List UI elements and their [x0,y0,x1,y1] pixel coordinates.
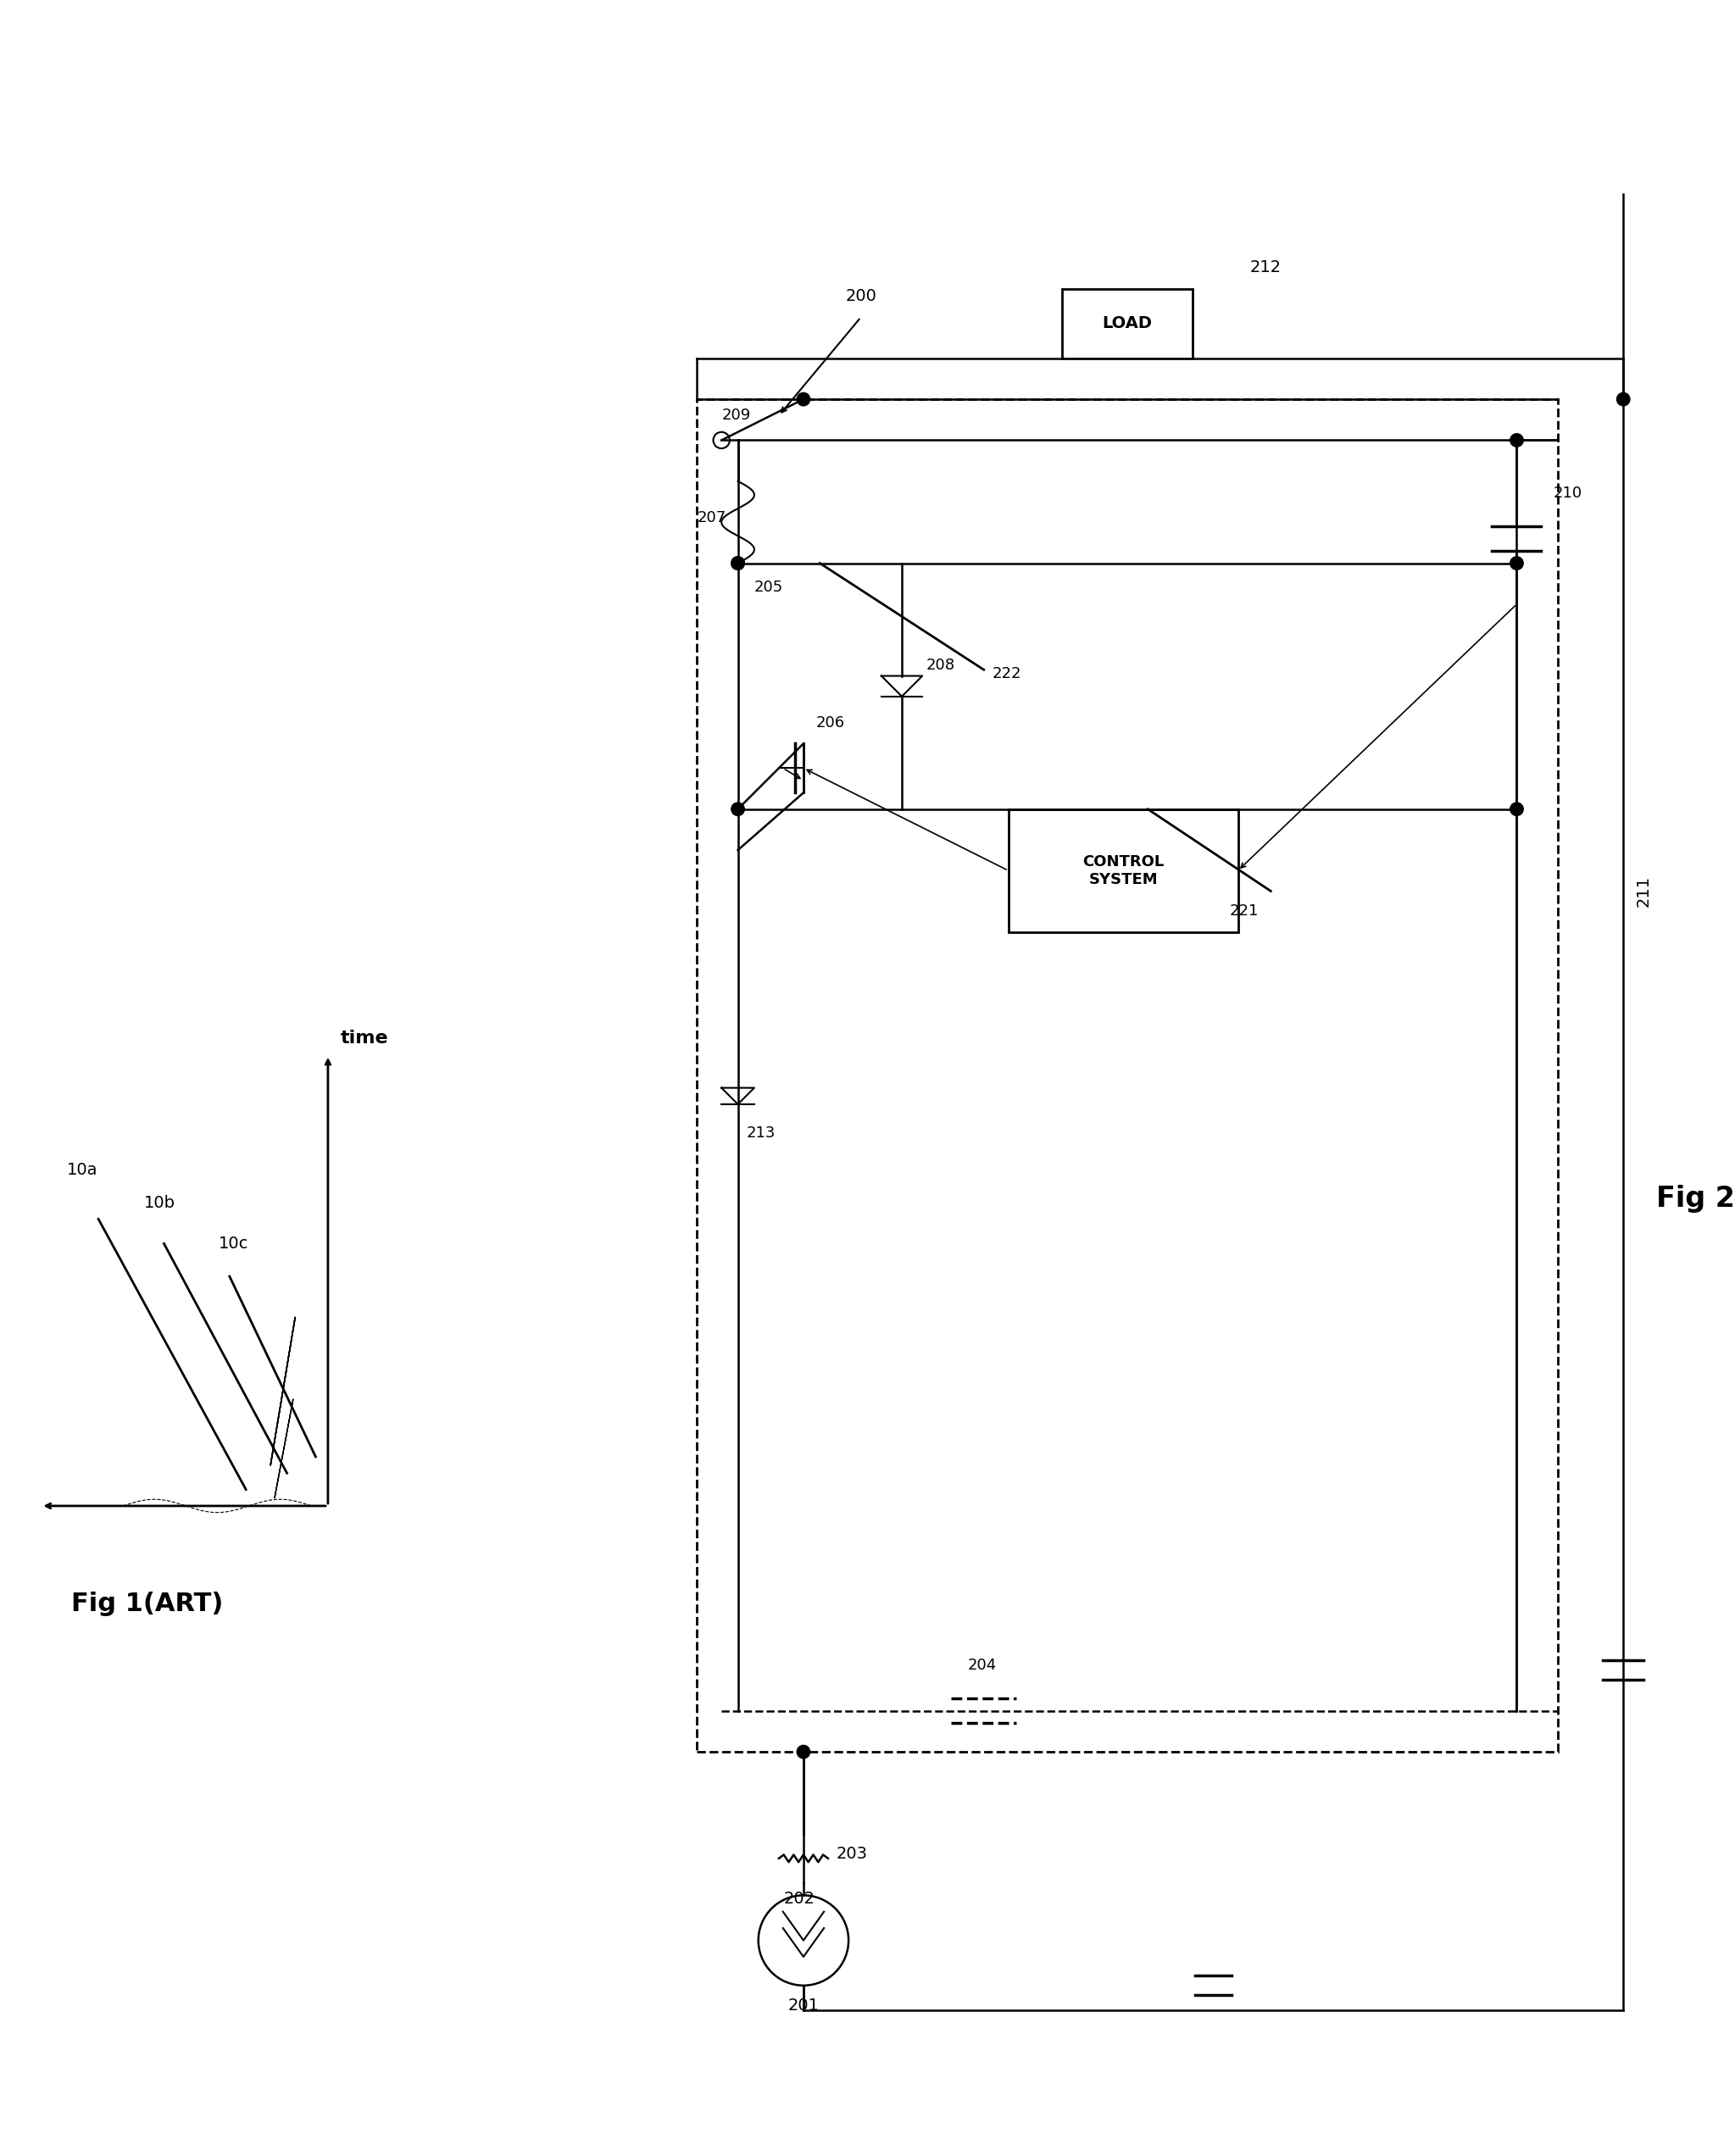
Circle shape [796,392,810,405]
Bar [1062,289,1194,358]
Text: 206: 206 [815,716,845,731]
Text: 204: 204 [968,1658,996,1673]
Text: 10a: 10a [66,1162,97,1177]
Text: 200: 200 [845,289,876,304]
Circle shape [796,1746,810,1759]
Text: 211: 211 [1636,875,1652,908]
Text: 209: 209 [722,407,751,423]
Text: 213: 213 [746,1125,776,1141]
Circle shape [1509,433,1523,446]
Text: 205: 205 [755,580,782,595]
Text: 208: 208 [926,658,956,673]
Text: LOAD: LOAD [1102,315,1152,332]
Text: 201: 201 [788,1996,819,2014]
Text: 221: 221 [1230,903,1260,918]
Text: 10c: 10c [219,1235,248,1253]
Text: CONTROL
SYSTEM: CONTROL SYSTEM [1083,854,1164,886]
Text: 10b: 10b [144,1194,175,1212]
Circle shape [732,556,744,569]
Text: 212: 212 [1251,259,1282,276]
Text: Fig 1(ART): Fig 1(ART) [71,1591,224,1617]
Bar [697,399,1558,1753]
Text: 210: 210 [1553,485,1582,500]
Text: 203: 203 [836,1846,868,1863]
Text: Fig 2: Fig 2 [1657,1184,1735,1212]
Text: 202: 202 [784,1891,815,1906]
Bar [1008,808,1239,931]
Circle shape [1509,556,1523,569]
Text: 222: 222 [992,666,1022,681]
Text: 207: 207 [697,511,725,526]
Circle shape [732,556,744,569]
Circle shape [732,802,744,815]
Circle shape [1509,802,1523,815]
Text: time: time [340,1031,389,1048]
Circle shape [1617,392,1629,405]
